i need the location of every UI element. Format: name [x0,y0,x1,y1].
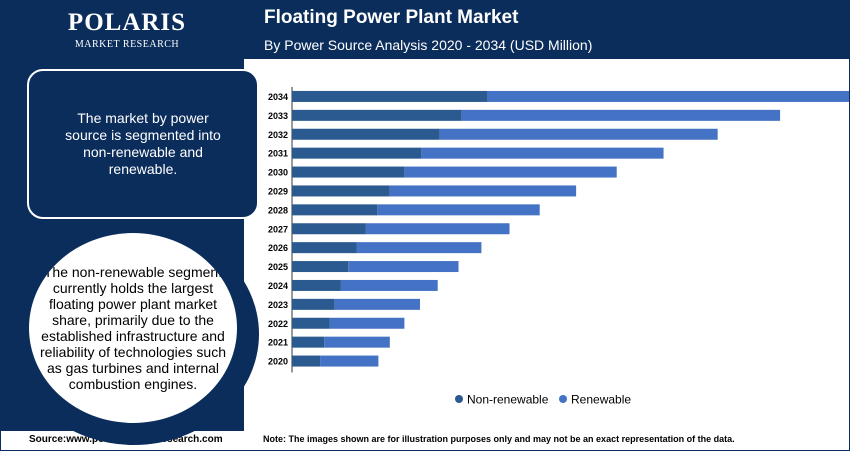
bar-renewable [377,204,540,216]
bar-renewable [356,242,482,254]
bar-non-renewable [292,355,321,367]
title-bar: Floating Power Plant Market By Power Sou… [244,1,849,59]
bar-non-renewable [292,242,357,254]
chart-title: Floating Power Plant Market [264,7,519,28]
bar-non-renewable [292,204,378,216]
highlight-circle: The non-renewable segment currently hold… [29,233,237,423]
y-tick-label: 2034 [268,92,288,102]
segment-info-text: The market by power source is segmented … [65,110,221,177]
bar-renewable [329,317,405,329]
highlight-text: The non-renewable segment currently hold… [40,264,226,392]
bar-non-renewable [292,128,440,140]
y-tick-label: 2021 [268,338,288,348]
legend-label-renewable: Renewable [571,393,631,407]
legend-marker-renewable [559,395,567,403]
y-tick-label: 2020 [268,357,288,367]
bar-non-renewable [292,166,405,178]
y-tick-label: 2028 [268,205,288,215]
bar-renewable [365,223,510,235]
bar-renewable [389,185,577,197]
legend-label-non-renewable: Non-renewable [467,393,549,407]
y-tick-label: 2032 [268,130,288,140]
bar-renewable [320,355,379,367]
logo-name: POLARIS [67,9,187,36]
bar-non-renewable [292,279,341,291]
disclaimer-note: Note: The images shown are for illustrat… [263,434,735,444]
legend-marker-non-renewable [455,395,463,403]
bar-non-renewable [292,90,488,102]
bar-renewable [439,128,718,140]
bar-renewable [340,279,438,291]
y-tick-label: 2031 [268,149,288,159]
bar-non-renewable [292,336,325,348]
y-tick-label: 2027 [268,224,288,234]
bar-renewable [487,90,850,102]
y-tick-label: 2029 [268,186,288,196]
y-tick-label: 2025 [268,262,288,272]
bar-renewable [324,336,390,348]
y-tick-label: 2026 [268,243,288,253]
y-tick-label: 2030 [268,168,288,178]
y-tick-label: 2033 [268,111,288,121]
bar-non-renewable [292,317,330,329]
bar-renewable [348,261,459,273]
bar-non-renewable [292,223,366,235]
bar-non-renewable [292,261,349,273]
polaris-logo: POLARIS MARKET RESEARCH [67,9,187,55]
bar-non-renewable [292,109,462,121]
bar-non-renewable [292,298,335,310]
y-tick-label: 2022 [268,319,288,329]
bar-renewable [404,166,617,178]
chart-area: 2034 2033 2032 2031 2030 2029 2028 2027 2026 2025… [244,59,850,431]
bar-renewable [461,109,781,121]
logo-tagline: MARKET RESEARCH [74,39,180,50]
bar-renewable [421,147,664,159]
y-tick-label: 2023 [268,300,288,310]
bar-chart: 2034 2033 2032 2031 2030 2029 2028 2027 2026 2025… [268,87,850,407]
bar-non-renewable [292,185,390,197]
y-tick-label: 2024 [268,281,288,291]
bar-non-renewable [292,147,422,159]
bar-renewable [334,298,421,310]
chart-subtitle: By Power Source Analysis 2020 - 2034 (US… [264,37,593,53]
segment-info-box: The market by power source is segmented … [27,69,259,219]
